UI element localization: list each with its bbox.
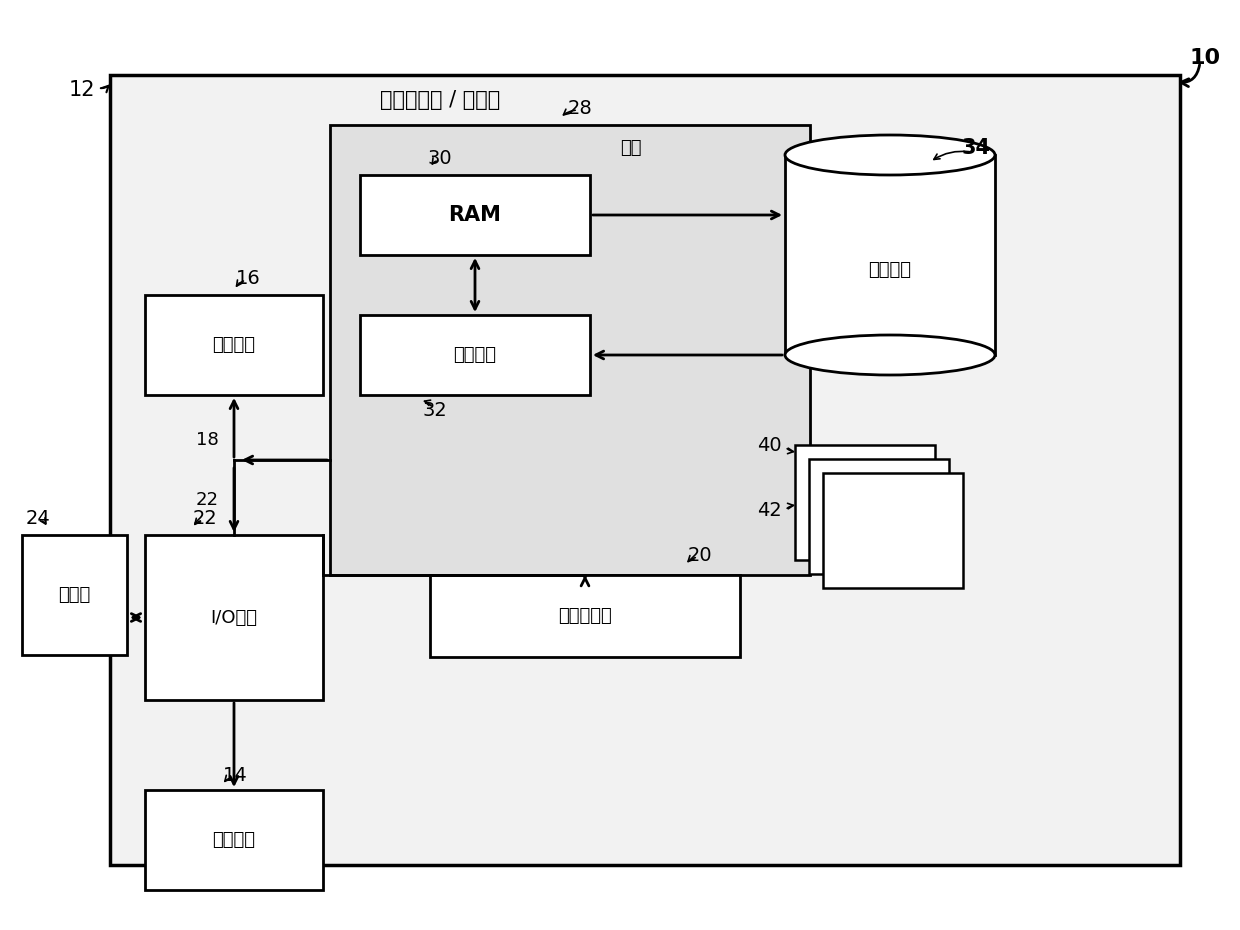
Text: 处理单元: 处理单元 bbox=[212, 336, 255, 354]
Bar bbox=[360, 315, 590, 395]
Text: 42: 42 bbox=[758, 500, 782, 520]
Bar bbox=[145, 295, 322, 395]
Text: 外部设备: 外部设备 bbox=[212, 831, 255, 849]
Bar bbox=[795, 445, 935, 560]
Text: 16: 16 bbox=[236, 269, 260, 287]
Text: 计算机系统 / 服务器: 计算机系统 / 服务器 bbox=[379, 90, 500, 110]
Text: 内存: 内存 bbox=[620, 139, 641, 157]
Text: 显示器: 显示器 bbox=[58, 586, 91, 604]
Text: 32: 32 bbox=[423, 401, 448, 419]
Bar bbox=[360, 175, 590, 255]
Text: 14: 14 bbox=[223, 765, 247, 785]
Text: 网络适配器: 网络适配器 bbox=[558, 607, 611, 625]
Text: 22: 22 bbox=[196, 491, 219, 509]
Ellipse shape bbox=[785, 135, 994, 175]
Bar bbox=[145, 535, 322, 700]
Bar bbox=[145, 790, 322, 890]
Ellipse shape bbox=[785, 335, 994, 375]
Text: RAM: RAM bbox=[449, 205, 501, 225]
Text: 20: 20 bbox=[688, 546, 712, 565]
Bar bbox=[110, 75, 1180, 865]
Bar bbox=[430, 575, 740, 657]
Text: 24: 24 bbox=[26, 509, 51, 527]
Bar bbox=[330, 125, 810, 575]
Text: 34: 34 bbox=[961, 138, 991, 158]
Text: 18: 18 bbox=[196, 431, 219, 449]
Text: 28: 28 bbox=[568, 99, 593, 117]
Bar bbox=[823, 473, 963, 588]
Text: 12: 12 bbox=[68, 80, 95, 100]
Text: 40: 40 bbox=[758, 435, 782, 455]
Text: 10: 10 bbox=[1189, 48, 1220, 68]
Text: 30: 30 bbox=[428, 149, 453, 167]
Text: 存储系统: 存储系统 bbox=[868, 261, 911, 279]
Text: 22: 22 bbox=[192, 509, 217, 527]
Bar bbox=[22, 535, 126, 655]
Bar bbox=[808, 459, 949, 574]
Text: I/O接口: I/O接口 bbox=[211, 608, 258, 627]
Text: 高速缓存: 高速缓存 bbox=[454, 346, 496, 364]
